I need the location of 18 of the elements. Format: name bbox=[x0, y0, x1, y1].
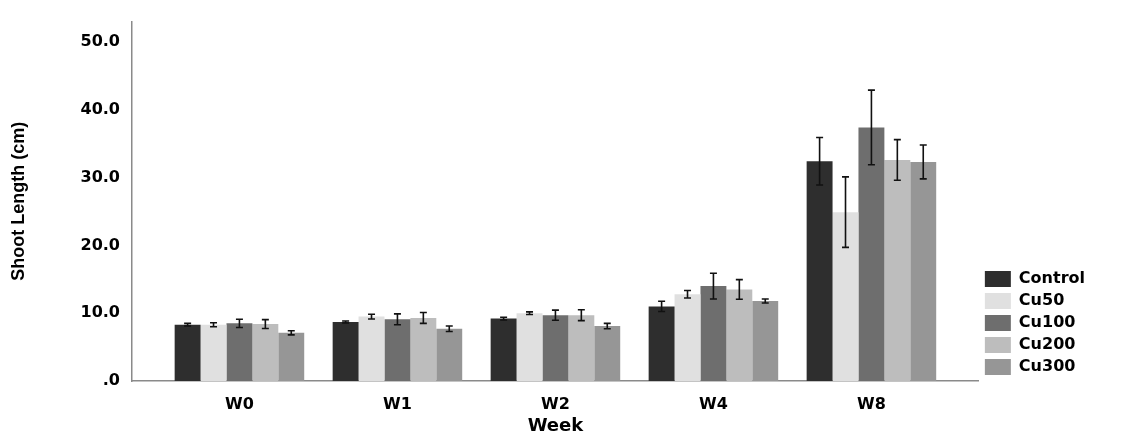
y-tick-label: 40.0 bbox=[80, 98, 120, 118]
x-tick-label: W2 bbox=[541, 393, 570, 413]
y-tick-label: 10.0 bbox=[80, 302, 120, 322]
legend-label: Cu200 bbox=[1018, 334, 1076, 354]
y-tick-label: 30.0 bbox=[80, 166, 120, 186]
legend-label: Control bbox=[1018, 268, 1085, 288]
legend-label: Cu300 bbox=[1018, 356, 1076, 376]
x-tick-label: W1 bbox=[383, 393, 412, 413]
legend-label: Cu50 bbox=[1018, 290, 1065, 310]
x-tick-label: W8 bbox=[857, 393, 886, 413]
x-tick-label: W4 bbox=[699, 393, 728, 413]
y-axis-title: Shoot Length (cm) bbox=[7, 121, 28, 281]
legend-label: Cu100 bbox=[1018, 312, 1076, 332]
y-tick-label: 50.0 bbox=[80, 31, 120, 51]
x-tick-label: W0 bbox=[225, 393, 254, 413]
x-axis-title: Week bbox=[527, 413, 585, 435]
y-tick-label: 20.0 bbox=[80, 234, 120, 254]
y-tick-label: .0 bbox=[102, 370, 120, 390]
